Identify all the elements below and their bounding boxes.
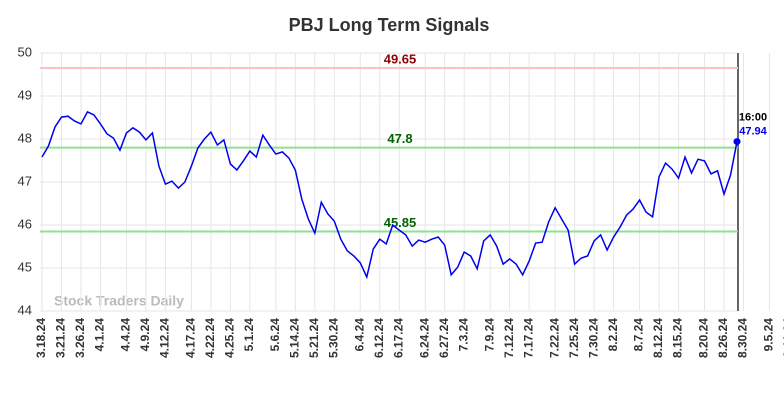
- x-tick-label: 6.12.24: [372, 318, 386, 358]
- x-tick-label: 7.12.24: [502, 318, 516, 358]
- x-tick-label: 9.5.24: [762, 318, 776, 352]
- x-tick-label: 5.30.24: [326, 318, 340, 358]
- y-tick-label: 47: [18, 173, 32, 188]
- x-tick-label: 4.25.24: [223, 318, 237, 358]
- x-tick-label: 5.14.24: [287, 318, 301, 358]
- x-tick-label: 3.18.24: [34, 318, 48, 358]
- x-tick-label: 8.12.24: [651, 318, 665, 358]
- x-tick-label: 4.22.24: [203, 318, 217, 358]
- x-tick-label: 8.30.24: [736, 318, 750, 358]
- x-tick-label: 7.3.24: [456, 318, 470, 352]
- x-tick-label: 4.4.24: [119, 318, 133, 352]
- reference-label: 49.65: [384, 51, 417, 66]
- watermark: Stock Traders Daily: [54, 293, 184, 309]
- x-tick-label: 7.22.24: [547, 318, 561, 358]
- x-tick-label: 5.1.24: [242, 318, 256, 352]
- last-value: 47.94: [739, 125, 767, 137]
- x-tick-label: 8.20.24: [697, 318, 711, 358]
- x-tick-label: 8.15.24: [671, 318, 685, 358]
- x-tick-label: 6.4.24: [352, 318, 366, 352]
- chart-title: PBJ Long Term Signals: [289, 15, 490, 35]
- x-tick-label: 4.9.24: [138, 318, 152, 352]
- x-tick-label: 9.11.24: [781, 318, 784, 358]
- x-tick-label: 7.9.24: [482, 318, 496, 352]
- last-time: 16:00: [739, 111, 767, 123]
- x-tick-label: 6.27.24: [437, 318, 451, 358]
- y-tick-label: 45: [18, 259, 32, 274]
- x-tick-label: 6.17.24: [391, 318, 405, 358]
- reference-label: 47.8: [387, 131, 412, 146]
- x-tick-label: 6.24.24: [417, 318, 431, 358]
- x-tick-label: 4.1.24: [93, 318, 107, 352]
- last-point: [733, 138, 741, 146]
- x-tick-label: 3.26.24: [73, 318, 87, 358]
- x-tick-label: 8.26.24: [716, 318, 730, 358]
- reference-label: 45.85: [384, 215, 417, 230]
- x-tick-label: 4.17.24: [184, 318, 198, 358]
- price-line: [41, 110, 738, 280]
- x-tick-label: 5.6.24: [268, 318, 282, 352]
- x-tick-label: 3.21.24: [54, 318, 68, 358]
- y-tick-label: 49: [18, 87, 32, 102]
- x-tick-label: 8.2.24: [606, 318, 620, 352]
- y-tick-label: 46: [18, 216, 32, 231]
- y-tick-label: 48: [18, 130, 32, 145]
- y-tick-label: 44: [18, 302, 32, 317]
- x-tick-label: 8.7.24: [632, 318, 646, 352]
- x-tick-label: 5.21.24: [307, 318, 321, 358]
- x-tick-label: 7.25.24: [567, 318, 581, 358]
- y-tick-label: 50: [18, 44, 32, 59]
- x-tick-label: 7.30.24: [586, 318, 600, 358]
- x-tick-label: 7.17.24: [521, 318, 535, 358]
- x-tick-label: 4.12.24: [158, 318, 172, 358]
